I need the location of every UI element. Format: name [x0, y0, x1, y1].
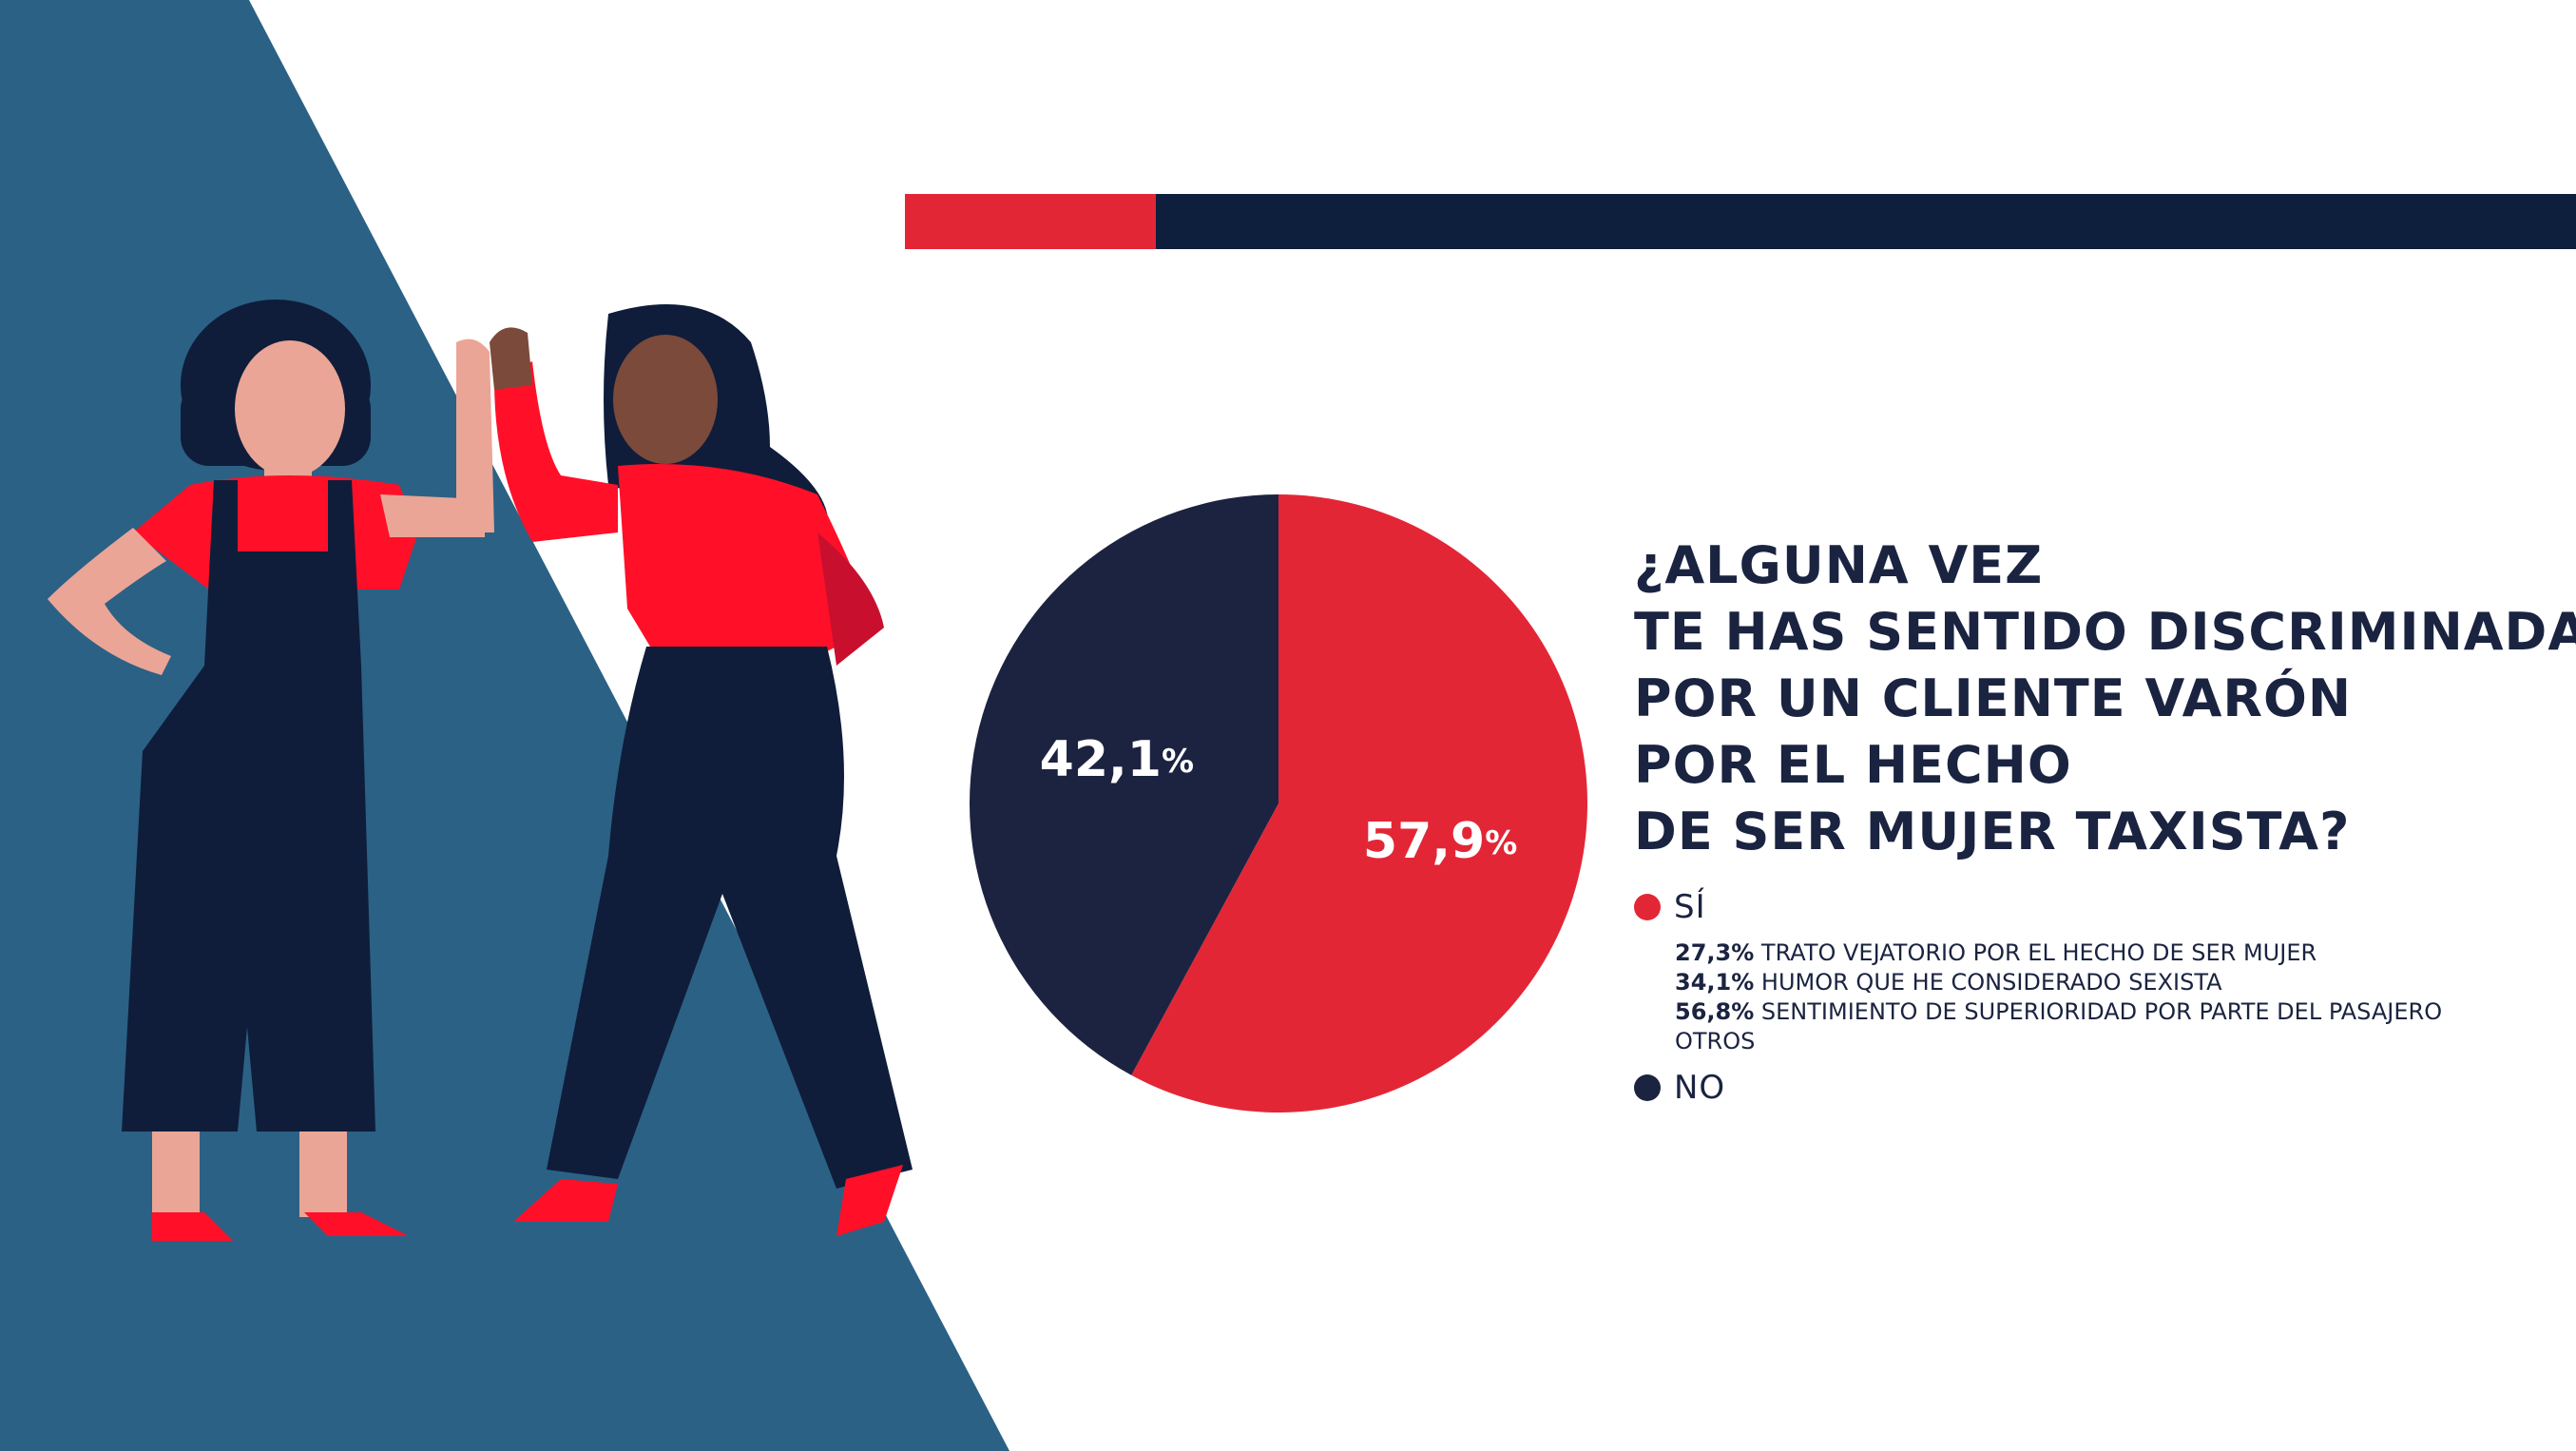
woman-right-figure	[490, 304, 913, 1236]
detail-row: 56,8% SENTIMIENTO DE SUPERIORIDAD POR PA…	[1675, 997, 2511, 1027]
detail-text: TRATO VEJATORIO POR EL HECHO DE SER MUJE…	[1760, 939, 2317, 966]
question-title: ¿ALGUNA VEZ TE HAS SENTIDO DISCRIMINADA …	[1634, 532, 2576, 865]
header-bar	[905, 194, 2576, 249]
pie-slice-no	[970, 494, 1278, 1075]
legend-dot-si	[1634, 894, 1661, 920]
two-women-high-five-illustration	[48, 300, 913, 1241]
detail-row: 34,1% HUMOR QUE HE CONSIDERADO SEXISTA	[1675, 968, 2511, 997]
legend-item-no: NO	[1634, 1069, 1725, 1107]
detail-pct: 56,8%	[1675, 998, 1755, 1025]
pie-chart: 57,9% 42,1%	[970, 494, 1587, 1112]
header-bar-navy-segment	[1156, 194, 2576, 249]
legend-label-no: NO	[1674, 1069, 1726, 1107]
question-line: POR EL HECHO	[1634, 735, 2072, 795]
detail-pct: 34,1%	[1675, 969, 1755, 996]
detail-text: OTROS	[1675, 1028, 1756, 1054]
legend-item-si: SÍ	[1634, 888, 1706, 926]
legend-dot-no	[1634, 1074, 1661, 1101]
detail-row: 27,3% TRATO VEJATORIO POR EL HECHO DE SE…	[1675, 938, 2511, 968]
detail-pct: 27,3%	[1675, 939, 1755, 966]
pie-label-no: 42,1%	[1040, 731, 1194, 788]
pie-slice-si	[1131, 494, 1587, 1112]
question-line: ¿ALGUNA VEZ	[1634, 535, 2044, 595]
question-line: POR UN CLIENTE VARÓN	[1634, 668, 2353, 728]
pie-label-si: 57,9%	[1363, 813, 1517, 870]
question-line: TE HAS SENTIDO DISCRIMINADA	[1634, 602, 2576, 662]
legend-label-si: SÍ	[1674, 888, 1706, 926]
detail-row: OTROS	[1675, 1027, 2511, 1056]
woman-left-figure	[48, 300, 494, 1241]
header-bar-red-segment	[905, 194, 1156, 249]
detail-text: SENTIMIENTO DE SUPERIORIDAD POR PARTE DE…	[1760, 998, 2443, 1025]
question-line: DE SER MUJER TAXISTA?	[1634, 802, 2351, 861]
details-list: 27,3% TRATO VEJATORIO POR EL HECHO DE SE…	[1675, 938, 2511, 1056]
detail-text: HUMOR QUE HE CONSIDERADO SEXISTA	[1760, 969, 2222, 996]
